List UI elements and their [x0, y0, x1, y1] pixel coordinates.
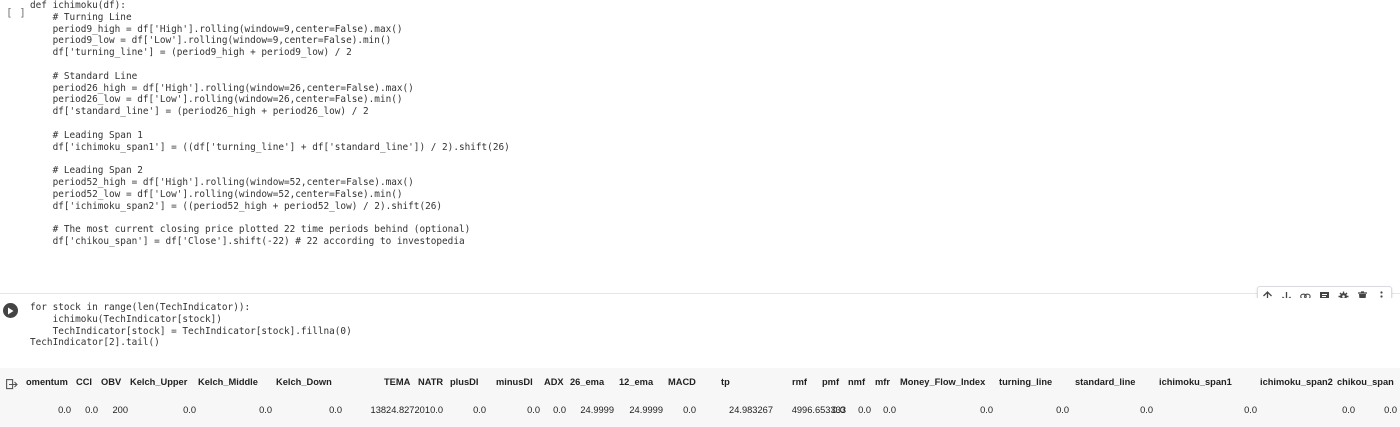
table-cell: 0.0 [430, 405, 443, 415]
column-header: Kelch_Down [276, 377, 332, 387]
code-line: ichimoku(TechIndicator[stock]) [30, 313, 222, 325]
table-cell: 0.0 [832, 405, 845, 415]
table-cell: 0.0 [329, 405, 342, 415]
column-header: Kelch_Upper [130, 377, 188, 387]
code-line: period26_low = df['Low'].rolling(window=… [30, 94, 403, 106]
code-line: TechIndicator[stock] = TechIndicator[sto… [30, 325, 352, 337]
code-line: # The most current closing price plotted… [30, 224, 471, 236]
code-editor[interactable]: for stock in range(len(TechIndicator)): … [30, 302, 352, 349]
column-header: OBV [101, 377, 122, 387]
table-cell: 0.0 [858, 405, 871, 415]
column-header: pmf [822, 377, 840, 387]
cell-divider [0, 293, 1400, 294]
code-line: df['ichimoku_span2'] = ((period52_high +… [30, 200, 443, 212]
column-header: TEMA [384, 377, 411, 387]
code-line: df['turning_line'] = (period9_high + per… [30, 47, 352, 59]
table-cell: 0.0 [473, 405, 486, 415]
table-cell: 200 [112, 405, 128, 415]
code-line: df['chikou_span'] = df['Close'].shift(-2… [30, 235, 465, 247]
table-cell: 0.0 [85, 405, 98, 415]
code-line: df['standard_line'] = (period26_high + p… [30, 106, 369, 118]
table-cell: 0.0 [527, 405, 540, 415]
column-header: ichimoku_span1 [1159, 377, 1232, 387]
column-header: ichimoku_span2 [1260, 377, 1333, 387]
code-line: # Turning Line [30, 11, 132, 23]
code-line: period9_low = df['Low'].rolling(window=9… [30, 35, 392, 47]
column-header: turning_line [999, 377, 1053, 387]
cell-output: omentum 0.0 CCI 0.0 OBV 200 Kelch_Upper 0.0 Kelc… [0, 368, 1400, 427]
column-header: 12_ema [619, 377, 654, 387]
dataframe-output-table: omentum 0.0 CCI 0.0 OBV 200 Kelch_Upper 0.0 Kelc… [0, 368, 1400, 427]
code-line: TechIndicator[2].tail() [30, 337, 160, 349]
column-header: plusDI [450, 377, 479, 387]
table-cell: 0.0 [1244, 405, 1257, 415]
table-cell: 13824.827201 [370, 405, 430, 415]
column-header: Kelch_Middle [198, 377, 258, 387]
table-cell: 4996.653333 [791, 405, 846, 415]
code-line: # Standard Line [30, 70, 138, 82]
column-header: NATR [418, 377, 444, 387]
code-line [30, 212, 510, 224]
table-cell: 0.0 [1384, 405, 1397, 415]
code-line [30, 59, 510, 71]
code-editor[interactable]: def ichimoku(df): # Turning Line period9… [30, 0, 510, 248]
table-cell: 24.9999 [580, 405, 614, 415]
code-cell-loop[interactable]: for stock in range(len(TechIndicator)): … [0, 298, 1400, 368]
code-line: # Leading Span 1 [30, 129, 143, 141]
table-cell: 0.0 [259, 405, 272, 415]
table-cell: 0.0 [980, 405, 993, 415]
column-header: nmf [848, 377, 866, 387]
code-line [30, 153, 510, 165]
column-header: Money_Flow_Index [900, 377, 986, 387]
code-line: period26_high = df['High'].rolling(windo… [30, 82, 414, 94]
column-header: ADX [544, 377, 564, 387]
table-cell: 0.0 [58, 405, 71, 415]
column-header: tp [721, 377, 730, 387]
column-header: MACD [668, 377, 696, 387]
output-arrow-icon[interactable] [6, 375, 18, 394]
run-cell-button[interactable] [3, 303, 18, 318]
code-line: df['ichimoku_span1'] = ((df['turning_lin… [30, 141, 510, 153]
column-header: minusDI [496, 377, 533, 387]
column-header: mfr [875, 377, 890, 387]
table-cell: 0.0 [683, 405, 696, 415]
table-cell: 0.0 [1056, 405, 1069, 415]
column-header: 26_ema [570, 377, 605, 387]
table-cell: 24.983267 [729, 405, 773, 415]
column-header: rmf [792, 377, 807, 387]
table-cell: 0.0 [1342, 405, 1355, 415]
code-line: period9_high = df['High'].rolling(window… [30, 23, 403, 35]
column-header: chikou_span [1337, 377, 1394, 387]
code-line: def ichimoku(df): [30, 0, 126, 11]
column-header: omentum [26, 377, 68, 387]
play-icon [8, 307, 14, 314]
table-cell: 0.0 [183, 405, 196, 415]
table-cell: 24.9999 [629, 405, 663, 415]
column-header: standard_line [1075, 377, 1136, 387]
code-line: # Leading Span 2 [30, 165, 143, 177]
code-line: period52_high = df['High'].rolling(windo… [30, 176, 414, 188]
table-cell: 0.0 [883, 405, 896, 415]
code-line: period52_low = df['Low'].rolling(window=… [30, 188, 403, 200]
cell-execution-bracket[interactable]: [ ] [6, 6, 26, 19]
column-header: CCI [76, 377, 93, 387]
table-cell: 0.0 [553, 405, 566, 415]
code-line: for stock in range(len(TechIndicator)): [30, 302, 251, 313]
code-line [30, 118, 510, 130]
code-cell-ichimoku[interactable]: [ ] def ichimoku(df): # Turning Line per… [0, 0, 1400, 292]
table-cell: 0.0 [1140, 405, 1153, 415]
